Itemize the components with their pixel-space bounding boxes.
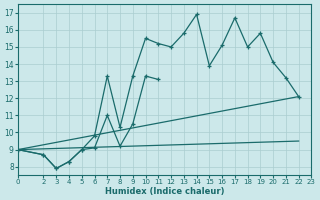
X-axis label: Humidex (Indice chaleur): Humidex (Indice chaleur) [105, 187, 224, 196]
